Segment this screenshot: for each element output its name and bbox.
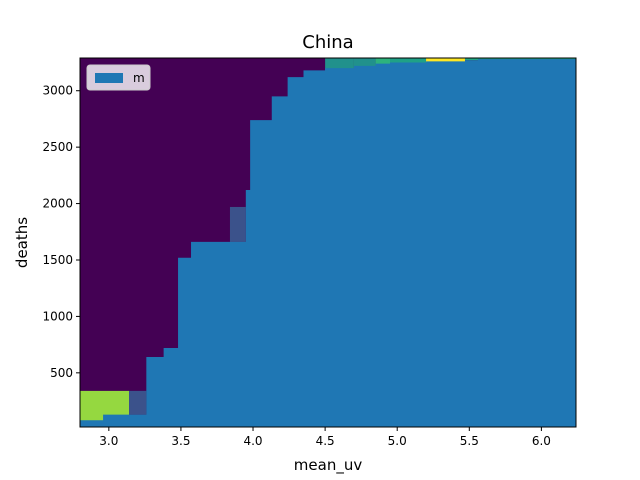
heatmap-cell-7 <box>426 58 465 63</box>
heatmap-cell-1 <box>129 390 147 415</box>
x-tick-label: 5.5 <box>460 434 479 448</box>
heatmap-cell-5 <box>375 58 390 66</box>
x-tick-label: 4.5 <box>316 434 335 448</box>
x-tick-label: 6.0 <box>532 434 551 448</box>
axis-ticks: 3.0 3.5 4.0 4.5 5.0 5.5 6.0 500 1000 1500 2000 2500… <box>42 84 550 448</box>
heatmap-cell-6 <box>390 58 427 64</box>
x-tick-label: 4.0 <box>243 434 262 448</box>
heatmap-cell-2 <box>229 206 246 242</box>
y-tick-label: 2000 <box>42 197 73 211</box>
y-tick-label: 1500 <box>42 253 73 267</box>
legend-label: m <box>133 71 145 85</box>
chart-title: China <box>302 32 353 53</box>
legend: m <box>86 64 151 91</box>
y-tick-label: 2500 <box>42 140 73 154</box>
heatmap-cell-4 <box>353 58 376 69</box>
legend-swatch <box>95 73 123 83</box>
heatmap-cell-3 <box>325 58 354 71</box>
area-series-m <box>80 59 576 427</box>
x-tick-label: 3.0 <box>99 434 118 448</box>
y-axis-label: deaths <box>13 217 31 268</box>
y-tick-label: 500 <box>50 366 73 380</box>
plot-frame <box>79 57 577 428</box>
plot-area <box>80 58 576 427</box>
y-tick-label: 3000 <box>42 84 73 98</box>
x-tick-label: 5.0 <box>388 434 407 448</box>
x-tick-label: 3.5 <box>171 434 190 448</box>
y-tick-label: 1000 <box>42 309 73 323</box>
x-axis-label: mean_uv <box>294 456 363 475</box>
